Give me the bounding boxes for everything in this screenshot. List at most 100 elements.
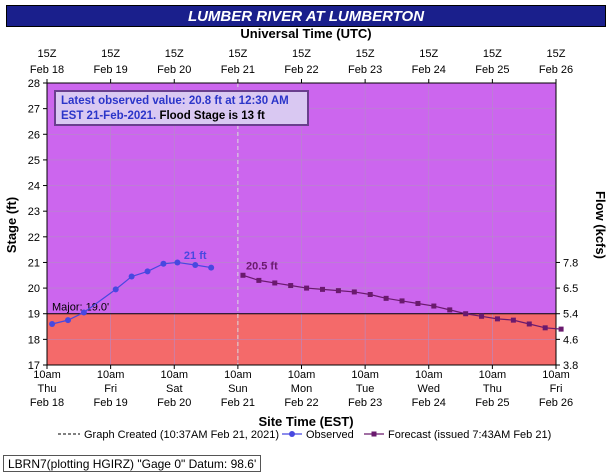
- bottom-tick-label-day: Sun: [228, 383, 248, 395]
- y2-tick-label: 5.4: [563, 309, 578, 321]
- legend: Graph Created (10:37AM Feb 21, 2021) Obse…: [58, 429, 551, 441]
- bottom-tick-label-date: Feb 22: [284, 397, 318, 409]
- bottom-tick-label-date: Feb 19: [94, 397, 128, 409]
- forecast-point: [526, 321, 532, 327]
- y2-axis-title: Flow (kcfs): [593, 191, 608, 259]
- forecast-point: [319, 286, 325, 292]
- forecast-point: [367, 292, 373, 297]
- observed-point: [64, 317, 71, 324]
- observed-point: [160, 260, 167, 267]
- top-tick-label-hour: 15Z: [38, 48, 57, 60]
- bottom-tick-label-time: 10am: [415, 369, 443, 381]
- forecast-point: [415, 300, 421, 306]
- bottom-tick-label-day: Tue: [356, 383, 375, 395]
- forecast-point: [479, 313, 485, 319]
- top-tick-label-date: Feb 25: [475, 64, 509, 76]
- forecast-point: [272, 280, 278, 286]
- top-tick-label-hour: 15Z: [101, 48, 120, 60]
- top-tick-label-date: Feb 18: [30, 64, 64, 76]
- y2-tick-label: 6.5: [563, 283, 578, 295]
- forecast-point: [399, 298, 405, 304]
- top-tick-label-hour: 15Z: [356, 48, 375, 60]
- observed-point: [192, 262, 199, 269]
- bottom-tick-label-date: Feb 23: [348, 397, 382, 409]
- y2-tick-label: 4.6: [563, 334, 578, 346]
- top-axis-title: Universal Time (UTC): [240, 26, 371, 41]
- top-tick-label-date: Feb 19: [94, 64, 128, 76]
- bottom-tick-label-time: 10am: [288, 369, 316, 381]
- y-tick-label: 26: [28, 129, 40, 141]
- bottom-tick-label-date: Feb 24: [412, 397, 446, 409]
- bottom-tick-label-day: Fri: [550, 383, 563, 395]
- forecast-point: [351, 289, 357, 295]
- observed-point: [80, 309, 87, 316]
- bottom-tick-label-day: Sat: [166, 383, 183, 395]
- legend-created-label: Graph Created (10:37AM Feb 21, 2021): [84, 429, 279, 441]
- gauge-datum-info: LBRN7(plotting HGIRZ) "Gage 0" Datum: 98…: [3, 455, 262, 472]
- y-tick-label: 20: [28, 283, 40, 295]
- forecast-point: [542, 325, 548, 331]
- bottom-tick-label-date: Feb 20: [157, 397, 191, 409]
- legend-observed-marker: [289, 431, 295, 437]
- legend-observed-label: Observed: [306, 429, 354, 441]
- bottom-tick-label-date: Feb 21: [221, 397, 255, 409]
- forecast-point: [304, 285, 310, 291]
- forecast-point: [383, 295, 389, 301]
- bottom-tick-label-time: 10am: [351, 369, 379, 381]
- forecast-point: [256, 277, 262, 283]
- top-tick-label-hour: 15Z: [419, 48, 438, 60]
- bottom-axis-title: Site Time (EST): [258, 414, 353, 429]
- bottom-tick-label-day: Mon: [291, 383, 312, 395]
- top-tick-label-hour: 15Z: [228, 48, 247, 60]
- bottom-tick-label-day: Fri: [104, 383, 117, 395]
- bottom-tick-label-date: Feb 18: [30, 397, 64, 409]
- bottom-tick-label-time: 10am: [479, 369, 507, 381]
- top-tick-label-hour: 15Z: [547, 48, 566, 60]
- observed-point: [112, 286, 119, 293]
- bottom-tick-label-date: Feb 25: [475, 397, 509, 409]
- series: 21 ft 20.5 ft: [49, 250, 564, 332]
- top-tick-label-date: Feb 22: [284, 64, 318, 76]
- observed-date-text: EST 21-Feb-2021.: [61, 110, 157, 122]
- bottom-tick-label-day: Thu: [38, 383, 57, 395]
- y2-tick-label: 3.8: [563, 360, 578, 372]
- top-tick-label-date: Feb 20: [157, 64, 191, 76]
- top-tick-label-hour: 15Z: [292, 48, 311, 60]
- observed-peak-label: 21 ft: [184, 250, 207, 262]
- forecast-point: [240, 272, 246, 278]
- bottom-tick-label-time: 10am: [33, 369, 61, 381]
- y-tick-label: 28: [28, 78, 40, 90]
- y-tick-label: 25: [28, 155, 40, 167]
- observed-point: [144, 268, 151, 275]
- y-tick-label: 19: [28, 309, 40, 321]
- major-flood-label: Major: 19.0': [52, 302, 109, 314]
- y2-tick-label: 7.8: [563, 257, 578, 269]
- y-tick-label: 23: [28, 206, 40, 218]
- flood-stage-text: Flood Stage is 13 ft: [159, 110, 265, 122]
- legend-forecast-label: Forecast (issued 7:43AM Feb 21): [388, 429, 551, 441]
- bottom-tick-label-day: Thu: [483, 383, 502, 395]
- y-tick-label: 24: [28, 181, 40, 193]
- forecast-point: [558, 326, 564, 332]
- bottom-tick-label-day: Wed: [418, 383, 440, 395]
- latest-observed-info: Latest observed value: 20.8 ft at 12:30 …: [54, 90, 309, 126]
- bottom-tick-label-time: 10am: [224, 369, 252, 381]
- y-tick-label: 21: [28, 257, 40, 269]
- observed-point: [174, 259, 181, 266]
- top-tick-label-hour: 15Z: [483, 48, 502, 60]
- top-tick-label-date: Feb 24: [412, 64, 446, 76]
- y-tick-label: 22: [28, 232, 40, 244]
- top-tick-label-hour: 15Z: [165, 48, 184, 60]
- y-tick-label: 17: [28, 360, 40, 372]
- forecast-point: [447, 307, 453, 313]
- bottom-tick-label-time: 10am: [542, 369, 570, 381]
- y-tick-label: 27: [28, 104, 40, 116]
- axes: 17 18 19 20 21 22 23 24 25 26 27 28 3.8 4.6 5.4 6.5 7.8 1…: [28, 48, 579, 409]
- y-axis-title: Stage (ft): [4, 197, 19, 253]
- legend-forecast-marker: [371, 431, 377, 437]
- bottom-tick-label-date: Feb 26: [539, 397, 573, 409]
- forecast-point: [335, 288, 341, 294]
- forecast-point: [494, 316, 500, 322]
- observed-point: [49, 320, 56, 327]
